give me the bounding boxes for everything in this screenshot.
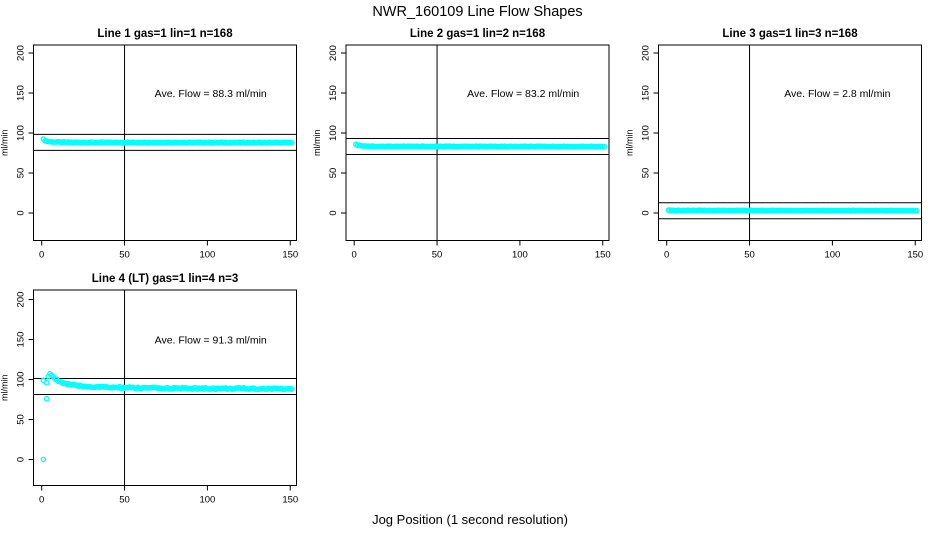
y-tick-label: 100 bbox=[641, 125, 652, 141]
x-tick-label: 0 bbox=[664, 250, 669, 261]
y-tick-label: 150 bbox=[16, 332, 27, 348]
y-tick-label: 50 bbox=[16, 168, 27, 179]
plot-box bbox=[345, 44, 610, 241]
y-axis-label: ml/min bbox=[0, 375, 10, 402]
x-tick-label: 50 bbox=[119, 495, 130, 506]
data-point bbox=[289, 386, 295, 392]
data-point-outlier bbox=[40, 377, 47, 384]
y-tick-label: 200 bbox=[16, 45, 27, 61]
y-axis-label: ml/min bbox=[625, 130, 635, 157]
data-point bbox=[601, 143, 608, 150]
y-tick-label: 50 bbox=[328, 168, 339, 179]
x-axis-figure-label: Jog Position (1 second resolution) bbox=[372, 512, 568, 527]
x-tick-label: 100 bbox=[199, 250, 215, 261]
data-point-outlier bbox=[43, 395, 50, 402]
x-tick-label: 0 bbox=[39, 495, 44, 506]
subplot-title: Line 1 gas=1 lin=1 n=168 bbox=[97, 28, 233, 40]
y-tick-label: 100 bbox=[16, 372, 27, 388]
data-point bbox=[289, 140, 295, 146]
y-tick-label: 0 bbox=[16, 210, 27, 215]
y-tick-label: 0 bbox=[16, 457, 27, 462]
plot-box bbox=[658, 44, 922, 241]
y-tick-label: 150 bbox=[16, 85, 27, 101]
x-tick-label: 50 bbox=[119, 250, 130, 261]
ave-flow-annotation: Ave. Flow = 2.8 ml/min bbox=[784, 88, 890, 100]
y-tick-label: 0 bbox=[328, 210, 339, 215]
y-tick-label: 50 bbox=[641, 168, 652, 179]
subplot-3: 0 50 100 150 200 0 50 100 150 Line 3 gas=1 lin=3 … bbox=[625, 28, 924, 261]
x-tick-label: 150 bbox=[282, 495, 298, 506]
subplot-2: 0 50 100 150 200 0 50 100 150 Line 2 gas=1 lin=2 … bbox=[312, 28, 611, 261]
subplot-title: Line 4 (LT) gas=1 lin=4 n=3 bbox=[92, 273, 238, 285]
x-tick-label: 100 bbox=[824, 250, 840, 261]
y-tick-label: 200 bbox=[16, 292, 27, 308]
ave-flow-annotation: Ave. Flow = 83.2 ml/min bbox=[467, 88, 579, 100]
x-tick-label: 100 bbox=[199, 495, 215, 506]
x-tick-label: 150 bbox=[907, 250, 923, 261]
data-point-outlier bbox=[40, 456, 47, 463]
y-axis-label: ml/min bbox=[312, 130, 322, 157]
y-axis-label: ml/min bbox=[0, 130, 10, 157]
subplot-1: 0 50 100 150 200 0 50 100 150 Line 1 gas=1 lin=1 … bbox=[0, 28, 298, 261]
plot-box bbox=[33, 289, 297, 486]
subplot-title: Line 3 gas=1 lin=3 n=168 bbox=[722, 28, 858, 40]
x-tick-label: 50 bbox=[744, 250, 755, 261]
y-tick-label: 150 bbox=[641, 85, 652, 101]
x-tick-label: 150 bbox=[595, 250, 611, 261]
ave-flow-annotation: Ave. Flow = 91.3 ml/min bbox=[155, 334, 267, 346]
y-tick-label: 200 bbox=[328, 45, 339, 61]
subplot-title: Line 2 gas=1 lin=2 n=168 bbox=[410, 28, 546, 40]
x-tick-label: 50 bbox=[432, 250, 443, 261]
figure-main-title: NWR_160109 Line Flow Shapes bbox=[372, 4, 582, 20]
y-tick-label: 50 bbox=[16, 414, 27, 425]
x-tick-label: 100 bbox=[512, 250, 528, 261]
x-tick-label: 150 bbox=[282, 250, 298, 261]
x-tick-label: 0 bbox=[352, 250, 357, 261]
y-tick-label: 100 bbox=[328, 125, 339, 141]
plot-box bbox=[33, 44, 297, 241]
y-tick-label: 100 bbox=[16, 125, 27, 141]
ave-flow-annotation: Ave. Flow = 88.3 ml/min bbox=[155, 88, 267, 100]
y-tick-label: 150 bbox=[328, 85, 339, 101]
subplot-4: 0 50 100 150 200 0 50 100 150 Line 4 (LT) gas=1 l… bbox=[0, 273, 298, 506]
y-tick-label: 0 bbox=[641, 210, 652, 215]
data-point bbox=[914, 207, 920, 214]
y-tick-label: 200 bbox=[641, 45, 652, 61]
x-tick-label: 0 bbox=[39, 250, 44, 261]
